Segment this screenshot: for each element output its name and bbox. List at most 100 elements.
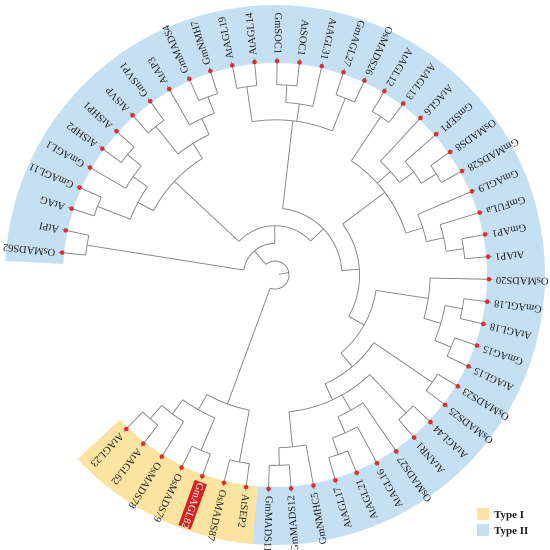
leaf-node (469, 189, 475, 194)
leaf-leader (166, 85, 169, 87)
leaf-leader (421, 114, 424, 117)
branch-arc (269, 464, 290, 466)
branch-line (426, 237, 444, 243)
branch-line (398, 419, 415, 438)
leaf-node (482, 232, 488, 237)
leaf-label: AtPI (38, 219, 60, 234)
branch-line (460, 318, 484, 325)
branch-line (446, 248, 464, 252)
branch-line (296, 103, 300, 122)
branch-line (417, 190, 473, 215)
branch-arc (148, 120, 165, 134)
branch-line (405, 227, 423, 234)
legend-label-type-i: Type I (494, 509, 524, 521)
leaf-node (459, 168, 465, 174)
leaf-node (341, 69, 346, 75)
leaf-node (418, 115, 423, 121)
branch-line (371, 90, 385, 112)
leaf-leader (432, 423, 434, 426)
branch-arc (372, 111, 390, 123)
branch-line (102, 148, 122, 163)
leaf-node (69, 206, 74, 211)
leaf-node (179, 465, 184, 470)
branch-line (463, 298, 488, 303)
leaf-leader (415, 439, 417, 441)
branch-arc (340, 290, 377, 354)
branch-line (305, 444, 314, 486)
leaf-node (87, 165, 93, 170)
leaf-node (393, 449, 399, 454)
leaf-leader (446, 406, 449, 408)
leaf-label-group: OsMADS20 (496, 274, 549, 286)
legend: Type I Type II (477, 508, 528, 537)
leaf-node (319, 63, 325, 69)
leaf-node (200, 473, 205, 479)
branch-arc (282, 208, 343, 271)
branch-arc (417, 214, 427, 242)
leaf-node (274, 58, 280, 64)
leaf-node (59, 250, 65, 255)
branch-arc (265, 260, 290, 290)
branch-line (227, 287, 271, 405)
branch-line (201, 118, 210, 135)
branch-line (341, 268, 360, 271)
leaf-leader (377, 465, 380, 467)
branch-line (461, 233, 486, 240)
branch-arc (198, 93, 218, 101)
leaf-node (433, 131, 439, 137)
leaf-node (477, 210, 482, 215)
leaf-leader (123, 430, 125, 433)
leaf-leader (113, 128, 115, 130)
branch-line (337, 416, 346, 434)
leaf-leader (385, 87, 387, 90)
branch-arc (425, 373, 438, 391)
branch-line (340, 352, 353, 367)
leaf-leader (474, 189, 476, 191)
leaf-node (486, 276, 492, 282)
branch-line (351, 116, 382, 161)
leaf-node (311, 483, 316, 488)
branch-line (207, 96, 215, 114)
branch-line (254, 250, 267, 265)
branch-line (342, 191, 386, 225)
branch-line (168, 88, 190, 126)
leaf-leader (451, 149, 454, 151)
legend-swatch-type-i (477, 508, 489, 520)
branch-line (421, 173, 437, 184)
branch-line (246, 86, 253, 122)
branch-line (149, 405, 163, 420)
branch-line (426, 390, 446, 406)
branch-line (288, 411, 293, 447)
leaf-node (474, 343, 480, 348)
leaf-label: GmSOC1 (272, 13, 283, 55)
branch-line (341, 394, 352, 411)
branch-arc (288, 374, 371, 413)
branch-line (347, 450, 358, 473)
branch-line (285, 84, 288, 103)
leaf-leader (404, 100, 406, 102)
branch-arc (191, 445, 211, 455)
leaf-label-group: AtSEP2 (235, 493, 250, 528)
leaf-leader (129, 112, 132, 114)
branch-line (161, 421, 185, 457)
root-branch (278, 272, 289, 275)
leaf-label-group: AtAP1 (495, 248, 525, 261)
legend-swatch-type-ii (477, 524, 489, 536)
branch-arc (328, 450, 348, 459)
branch-line (65, 229, 89, 236)
leaf-node (447, 149, 453, 155)
branch-line (188, 78, 200, 101)
leaf-leader (464, 168, 466, 171)
leaf-node (400, 101, 406, 106)
leaf-leader (159, 458, 161, 461)
branch-line (201, 453, 211, 477)
branch-line (268, 465, 270, 489)
branch-line (254, 61, 258, 86)
leaf-node (485, 254, 491, 260)
branch-line (373, 342, 433, 383)
branch-line (181, 446, 193, 468)
leaf-node (411, 435, 417, 440)
leaf-label: AtAGL14 (244, 11, 259, 55)
branch-line (192, 143, 203, 159)
